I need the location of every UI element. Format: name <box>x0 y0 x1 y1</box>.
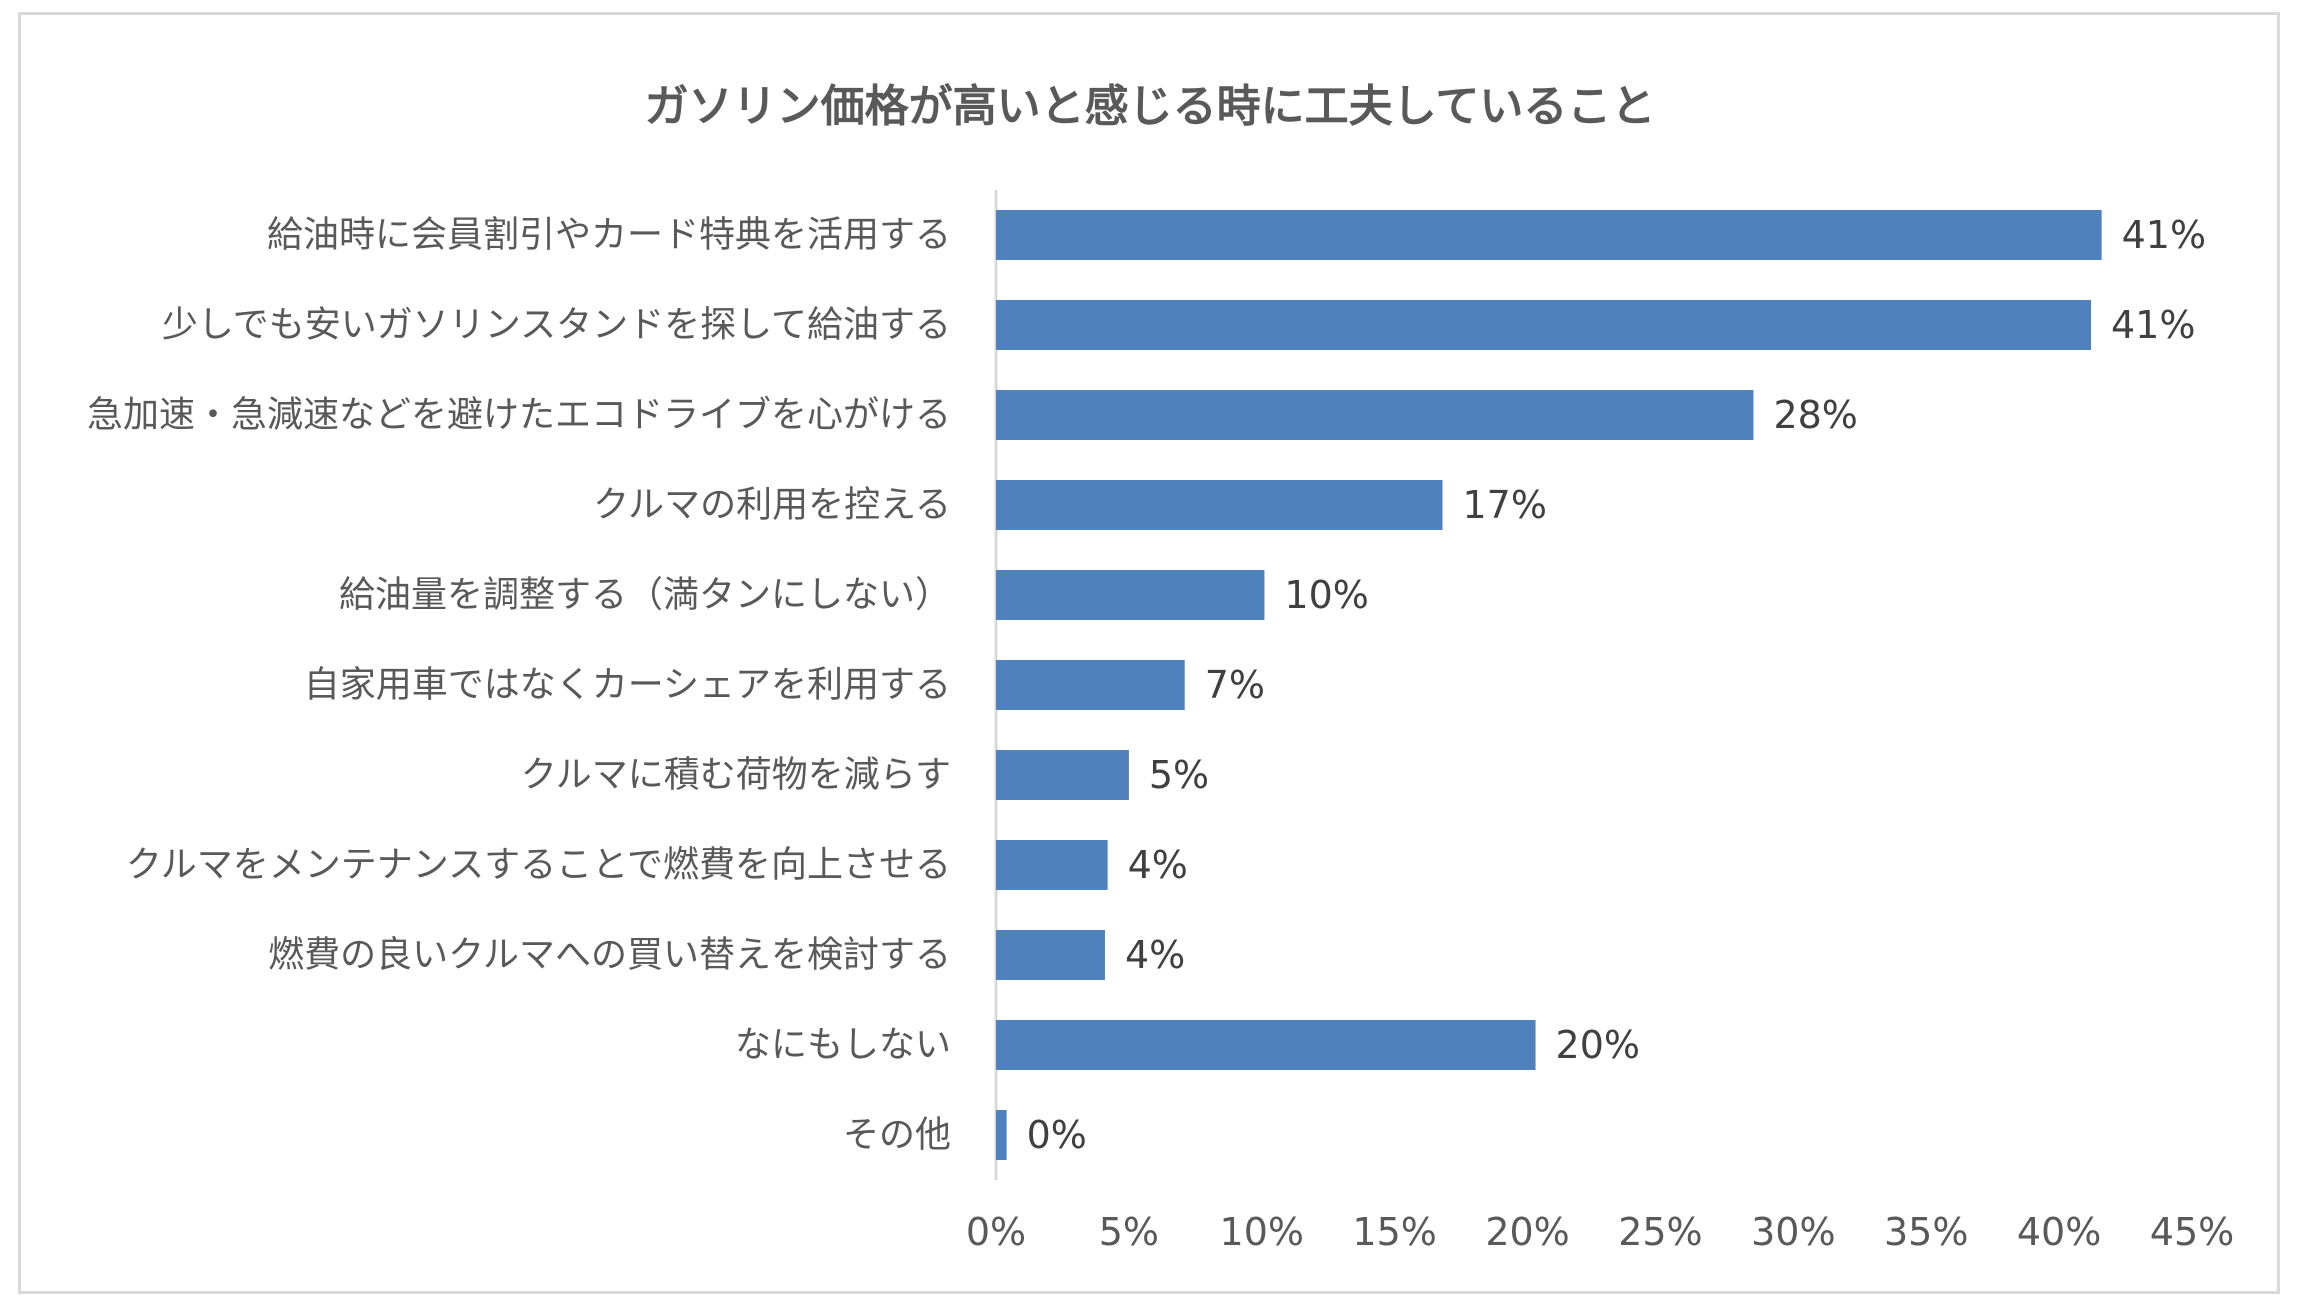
category-label: 少しでも安いガソリンスタンドを探して給油する <box>162 305 951 346</box>
x-tick-label: 25% <box>1618 1210 1702 1254</box>
category-label: なにもしない <box>735 1025 951 1066</box>
data-label: 41% <box>2111 303 2195 347</box>
x-tick-label: 35% <box>1884 1210 1968 1254</box>
x-tick-label: 5% <box>1099 1210 1159 1254</box>
x-tick-label: 40% <box>2017 1210 2101 1254</box>
category-label: その他 <box>843 1115 951 1156</box>
data-label: 41% <box>2122 213 2206 257</box>
bar <box>996 480 1443 530</box>
bar <box>996 390 1754 440</box>
bar <box>996 930 1105 980</box>
data-label: 17% <box>1463 483 1547 527</box>
x-tick-label: 45% <box>2150 1210 2234 1254</box>
category-label: クルマに積む荷物を減らす <box>521 755 951 796</box>
category-label: 燃費の良いクルマへの買い替えを検討する <box>268 935 951 976</box>
chart-title: ガソリン価格が高いと感じる時に工夫していること <box>644 81 1656 132</box>
category-label: 給油時に会員割引やカード特典を活用する <box>267 215 951 256</box>
data-label: 5% <box>1149 753 1209 797</box>
data-label: 0% <box>1027 1113 1087 1157</box>
bar <box>996 660 1185 710</box>
category-label: クルマをメンテナンスすることで燃費を向上させる <box>126 845 951 886</box>
category-label: 給油量を調整する（満タンにしない） <box>339 575 951 616</box>
x-tick-label: 0% <box>966 1210 1026 1254</box>
x-tick-label: 20% <box>1485 1210 1569 1254</box>
x-tick-label: 15% <box>1352 1210 1436 1254</box>
bar <box>996 210 2102 260</box>
bar <box>996 750 1129 800</box>
data-label: 20% <box>1556 1023 1640 1067</box>
category-label: クルマの利用を控える <box>593 485 951 526</box>
data-label: 10% <box>1284 573 1368 617</box>
bar <box>996 570 1265 620</box>
category-label: 急加速・急減速などを避けたエコドライブを心がける <box>87 395 951 436</box>
bar <box>996 1110 1007 1160</box>
category-label: 自家用車ではなくカーシェアを利用する <box>304 665 951 706</box>
data-label: 4% <box>1128 843 1188 887</box>
bar <box>996 1020 1536 1070</box>
data-label: 4% <box>1125 933 1185 977</box>
data-label: 7% <box>1205 663 1265 707</box>
x-tick-label: 10% <box>1220 1210 1304 1254</box>
bar <box>996 300 2092 350</box>
x-tick-label: 30% <box>1751 1210 1835 1254</box>
data-label: 28% <box>1773 393 1857 437</box>
bar <box>996 840 1108 890</box>
